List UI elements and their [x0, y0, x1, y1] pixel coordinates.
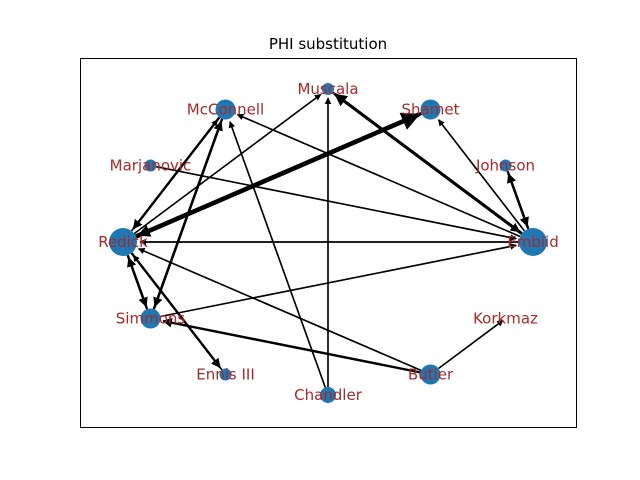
node-label-korkmaz: Korkmaz — [473, 310, 538, 328]
chart-title: PHI substitution — [269, 35, 387, 53]
node-label-redick: Redick — [98, 233, 148, 251]
node-label-shamet: Shamet — [402, 101, 460, 119]
node-label-marjanovic: Marjanovic — [110, 157, 192, 175]
node-label-embiid: Embiid — [507, 233, 558, 251]
node-label-johnson: Johnson — [475, 157, 535, 175]
node-label-simmons: Simmons — [116, 310, 186, 328]
node-label-chandler: Chandler — [294, 386, 363, 404]
node-label-muscala: Muscala — [297, 80, 358, 98]
node-label-ennis-iii: Ennis III — [196, 366, 255, 384]
node-label-mcconnell: McConnell — [187, 101, 264, 119]
node-label-butler: Butler — [408, 366, 454, 384]
